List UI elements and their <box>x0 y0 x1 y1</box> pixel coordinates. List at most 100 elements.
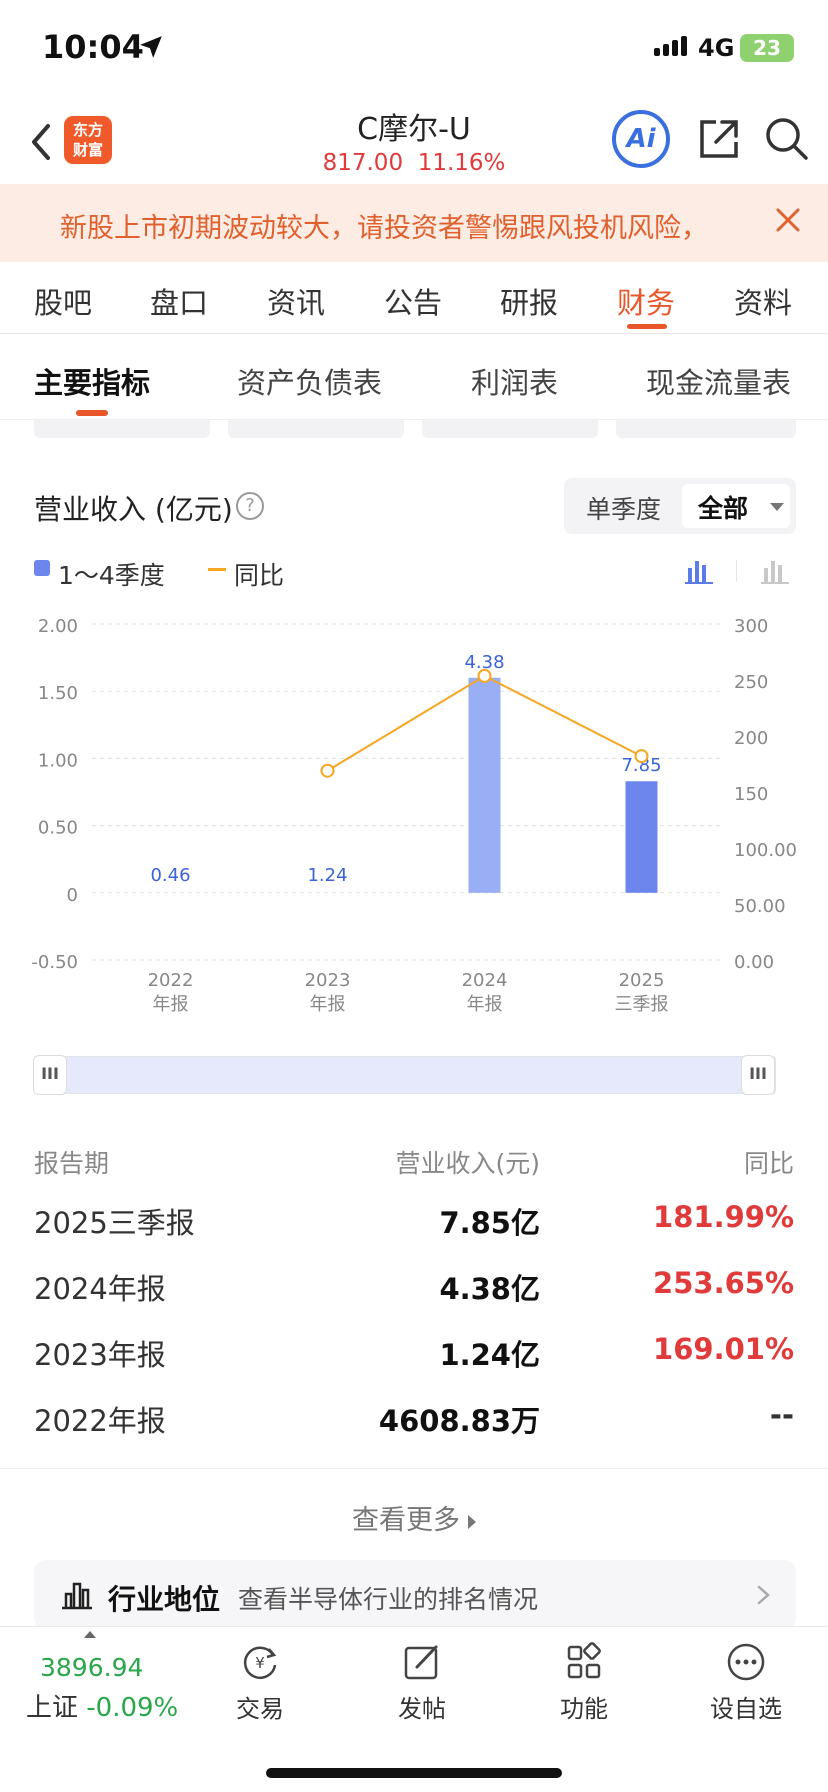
logo-line-2: 财富 <box>72 141 103 159</box>
tab-news[interactable]: 资讯 <box>267 286 326 320</box>
status-time: 10:04 <box>42 28 144 66</box>
nav-post-label: 发帖 <box>398 1695 446 1723</box>
stock-quote: 817.00 11.16% <box>280 150 548 176</box>
x-tick-label-period: 年报 <box>467 994 503 1015</box>
yoy-point <box>320 763 335 778</box>
tab-pankou[interactable]: 盘口 <box>150 286 209 320</box>
back-icon[interactable] <box>26 120 56 164</box>
help-icon[interactable]: ? <box>236 492 264 520</box>
industry-desc: 查看半导体行业的排名情况 <box>238 1585 539 1614</box>
chip[interactable] <box>34 420 210 438</box>
tab-guba[interactable]: 股吧 <box>34 286 93 320</box>
subtab-balance-sheet[interactable]: 资产负债表 <box>237 366 383 400</box>
index-ticker[interactable]: 上证 -0.09% <box>26 1687 178 1724</box>
y-left-tick-label: 0.50 <box>38 818 78 839</box>
stock-change: 11.16% <box>417 150 506 176</box>
nav-add-watchlist[interactable]: 设自选 <box>691 1641 801 1724</box>
tab-research[interactable]: 研报 <box>500 286 559 320</box>
chip[interactable] <box>228 420 404 438</box>
bottom-nav: 3896.94 上证 -0.09% ¥ 交易 发帖 功能 设自选 <box>0 1626 828 1792</box>
y-left-tick-label: 0 <box>67 885 78 906</box>
subtab-cash-flow[interactable]: 现金流量表 <box>646 366 792 400</box>
tab-profile[interactable]: 资料 <box>734 286 793 320</box>
nav-trade[interactable]: ¥ 交易 <box>205 1641 315 1724</box>
bar-value-label: 1.24 <box>307 865 347 886</box>
y-left-tick-label: 1.50 <box>38 683 78 704</box>
table-row[interactable]: 2022年报 4608.83万 -- <box>0 1398 828 1464</box>
battery-level: 23 <box>753 36 781 60</box>
view-more-label: 查看更多 <box>352 1505 460 1536</box>
close-icon[interactable] <box>774 206 802 234</box>
share-icon[interactable] <box>696 116 742 162</box>
index-value[interactable]: 3896.94 <box>40 1653 144 1682</box>
network-type: 4G <box>698 34 735 62</box>
expand-up-icon[interactable] <box>84 1631 96 1638</box>
subtab-key-indicators[interactable]: 主要指标 <box>34 366 151 400</box>
more-icon <box>727 1643 765 1681</box>
finance-subtabs: 主要指标 资产负债表 利润表 现金流量表 <box>0 334 828 420</box>
ai-button[interactable]: Ai <box>612 110 670 168</box>
svg-text:¥: ¥ <box>255 1654 265 1672</box>
industry-title: 行业地位 <box>108 1583 221 1616</box>
scrolled-chip-row <box>0 420 828 440</box>
grid-icon <box>567 1642 601 1679</box>
bar-value-label: 7.85 <box>621 755 661 776</box>
tab-finance[interactable]: 财务 <box>617 286 676 320</box>
legend-bar-swatch <box>34 560 50 576</box>
index-name: 上证 <box>26 1693 79 1723</box>
triangle-right-icon <box>468 1514 476 1529</box>
x-tick-label-year: 2025 <box>619 970 665 991</box>
location-arrow-icon <box>140 36 162 58</box>
period-selected-label: 全部 <box>698 494 749 523</box>
search-icon[interactable] <box>762 114 810 162</box>
row-period: 2022年报 <box>34 1404 166 1438</box>
edit-icon <box>404 1645 438 1680</box>
nav-functions[interactable]: 功能 <box>529 1641 639 1724</box>
industry-position-card[interactable]: 行业地位 查看半导体行业的排名情况 <box>34 1560 796 1630</box>
stock-name: C摩尔-U <box>357 112 471 147</box>
table-row[interactable]: 2025三季报 7.85亿 181.99% <box>0 1200 828 1266</box>
subtab-income-statement[interactable]: 利润表 <box>471 366 559 400</box>
period-option-all[interactable]: 全部 <box>682 484 790 528</box>
bar-value-label: 0.46 <box>150 865 190 886</box>
tab-announcements[interactable]: 公告 <box>384 286 443 320</box>
y-right-tick-label: 200 <box>734 728 768 749</box>
tab-active-indicator <box>627 324 667 329</box>
legend-bar-label: 1～4季度 <box>58 561 165 590</box>
table-header-revenue: 营业收入(元) <box>395 1149 540 1178</box>
legend-line-swatch <box>208 568 226 571</box>
table-row[interactable]: 2023年报 1.24亿 169.01% <box>0 1332 828 1398</box>
row-revenue: 4.38亿 <box>439 1272 540 1306</box>
table-row[interactable]: 2024年报 4.38亿 253.65% <box>0 1266 828 1332</box>
app-logo[interactable]: 东方 财富 <box>64 116 112 164</box>
view-more-link[interactable]: 查看更多 <box>0 1498 828 1537</box>
row-yoy: 253.65% <box>653 1266 794 1300</box>
stock-header: 东方 财富 C摩尔-U 817.00 11.16% Ai <box>0 100 828 184</box>
y-right-tick-label: 250 <box>734 672 768 693</box>
logo-line-1: 东方 <box>72 121 103 139</box>
y-left-tick-label: 2.00 <box>38 616 78 637</box>
chart-range-slider[interactable]: III III <box>33 1055 776 1095</box>
chip[interactable] <box>422 420 598 438</box>
section-title: 营业收入 (亿元) <box>34 493 233 526</box>
chip[interactable] <box>616 420 796 438</box>
legend-line-label: 同比 <box>234 561 285 590</box>
x-tick-label-period: 三季报 <box>615 994 669 1015</box>
bar-chart-icon[interactable] <box>684 556 714 586</box>
table-header-yoy: 同比 <box>743 1149 794 1178</box>
x-tick-label-period: 年报 <box>310 994 346 1015</box>
x-tick-label-year: 2023 <box>305 970 351 991</box>
range-handle-right[interactable]: III <box>741 1055 775 1095</box>
subtab-active-indicator <box>76 410 108 416</box>
y-right-tick-label: 100.00 <box>734 840 797 861</box>
y-right-tick-label: 150 <box>734 784 768 805</box>
nav-post[interactable]: 发帖 <box>367 1641 477 1724</box>
yoy-point <box>634 749 649 764</box>
period-option-single-quarter[interactable]: 单季度 <box>586 495 662 524</box>
nav-trade-label: 交易 <box>236 1695 284 1723</box>
caret-down-icon <box>770 503 784 511</box>
stacked-bar-chart-icon[interactable] <box>760 556 790 586</box>
section-divider <box>0 1468 828 1469</box>
range-handle-left[interactable]: III <box>33 1055 67 1095</box>
signal-icon <box>654 36 687 56</box>
